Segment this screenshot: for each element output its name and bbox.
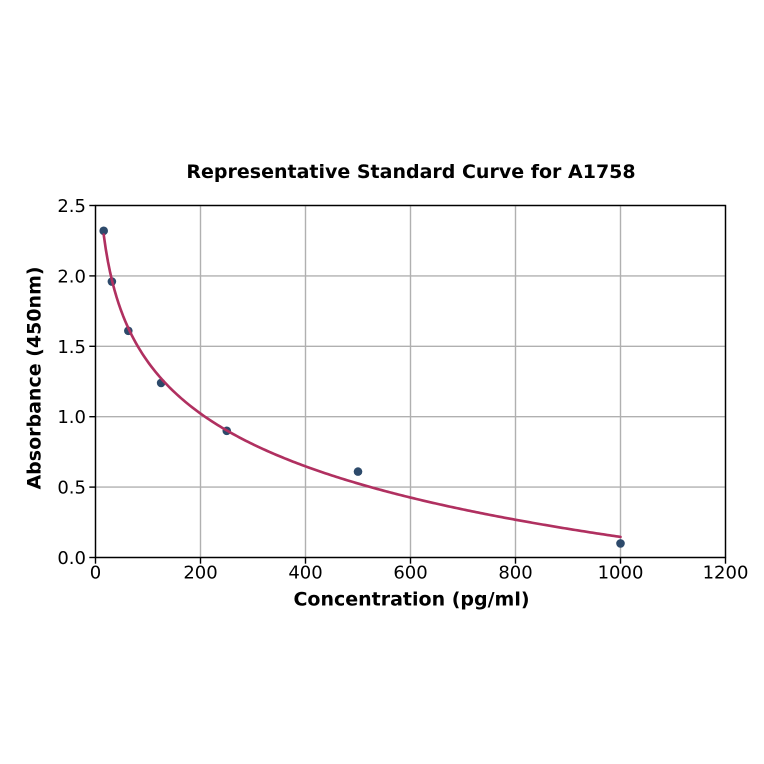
data-point [99, 226, 108, 236]
x-tick-label: 600 [393, 563, 427, 584]
grid-lines [94, 204, 727, 559]
data-point [353, 467, 363, 476]
y-tick-label: 0.5 [57, 478, 86, 499]
y-tick-label: 2.0 [57, 266, 86, 287]
data-point [616, 539, 625, 548]
data-points [99, 226, 625, 548]
y-tick-label: 0.0 [57, 548, 86, 569]
y-tick-label: 1.0 [57, 407, 86, 428]
x-tick-label: 1000 [598, 563, 644, 584]
x-tick-labels: 0 200 400 600 800 1000 1200 [90, 563, 749, 584]
x-axis-label: Concentration (pg/ml) [293, 589, 529, 611]
y-tick-label: 2.5 [57, 196, 86, 217]
x-tick-label: 200 [183, 563, 217, 584]
x-tick-label: 400 [288, 563, 322, 584]
fit-curve-line [102, 233, 622, 539]
axis-ticks [89, 204, 727, 564]
x-tick-label: 0 [90, 563, 101, 584]
y-tick-label: 1.5 [57, 337, 86, 358]
chart-title: Representative Standard Curve for A1758 [186, 161, 635, 183]
x-tick-label: 800 [498, 563, 532, 584]
y-tick-labels: 0.0 0.5 1.0 1.5 2.0 2.5 [57, 196, 86, 569]
x-tick-label: 1200 [703, 563, 749, 584]
y-axis-label: Absorbance (450nm) [24, 266, 46, 489]
